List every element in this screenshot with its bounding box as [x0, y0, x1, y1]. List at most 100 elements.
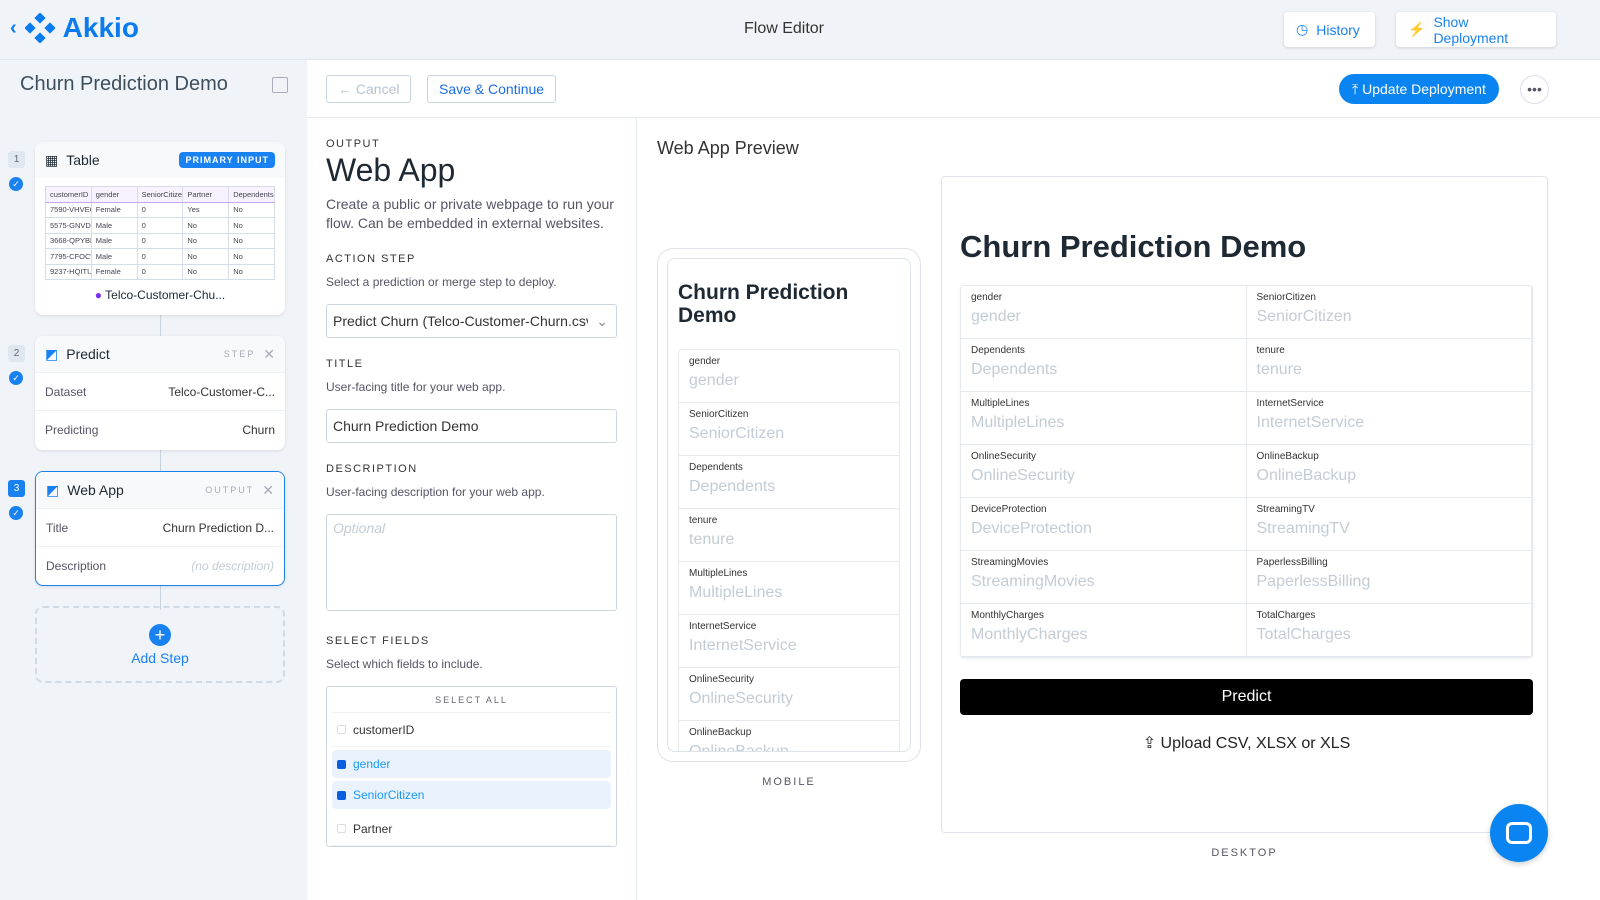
field-name: Partner: [353, 821, 393, 836]
form-intro: Create a public or private webpage to ru…: [326, 196, 614, 231]
field-label: TotalCharges: [1256, 610, 1316, 621]
field-checkbox-row[interactable]: gender: [332, 750, 611, 778]
form-heading: Web App: [326, 152, 456, 188]
action-step-select[interactable]: Predict Churn (Telco-Customer-Churn.csv)…: [326, 304, 617, 338]
cancel-button[interactable]: ← Cancel: [326, 75, 412, 103]
field-checkbox-row[interactable]: SeniorCitizen: [332, 781, 611, 809]
table-cell: No: [182, 217, 230, 234]
field-placeholder: MonthlyCharges: [971, 626, 1088, 643]
clock-icon: ◷: [1296, 21, 1309, 37]
card-row: Dataset Telco-Customer-C...: [35, 372, 285, 410]
table-cell: 7795-CFOCW: [45, 248, 92, 265]
preview-field[interactable]: OnlineBackup OnlineBackup: [679, 721, 899, 751]
flow-connector: [160, 310, 161, 610]
chevron-down-icon: ⌄: [588, 305, 616, 337]
checkbox[interactable]: [337, 759, 346, 769]
predict-button[interactable]: Predict: [960, 679, 1533, 715]
preview-field[interactable]: Dependents Dependents: [961, 339, 1247, 392]
preview-field[interactable]: SeniorCitizen SeniorCitizen: [1246, 286, 1532, 339]
description-textarea[interactable]: Optional: [326, 514, 617, 611]
field-placeholder: tenure: [1256, 361, 1302, 378]
output-tag: OUTPUT: [205, 485, 255, 495]
preview-field[interactable]: InternetService InternetService: [1246, 392, 1532, 445]
field-placeholder: StreamingMovies: [971, 573, 1095, 590]
preview-field[interactable]: MultipleLines MultipleLines: [679, 562, 899, 615]
preview-field[interactable]: tenure tenure: [679, 509, 899, 562]
table-cell: No: [228, 248, 275, 265]
lightning-icon: ⚡: [1408, 21, 1426, 37]
field-label: MultipleLines: [689, 568, 748, 579]
back-chevron-icon[interactable]: ‹: [10, 16, 17, 39]
preview-field[interactable]: MultipleLines MultipleLines: [961, 392, 1247, 445]
checkbox[interactable]: [337, 790, 346, 800]
field-name: SeniorCitizen: [353, 788, 425, 802]
table-cell: SeniorCitizen: [136, 186, 184, 203]
field-label: MultipleLines: [971, 398, 1030, 409]
preview-field[interactable]: gender gender: [679, 350, 899, 403]
mobile-preview: Churn Prediction Demo gender gender Senior…: [657, 248, 921, 762]
title-input[interactable]: Churn Prediction Demo: [326, 409, 617, 443]
field-placeholder: gender: [689, 372, 739, 389]
field-name: customerID: [353, 722, 415, 737]
save-continue-button[interactable]: Save & Continue: [427, 75, 557, 103]
table-row: 5575-GNVDE Male 0 No No: [45, 217, 275, 234]
desktop-app-title: Churn Prediction Demo: [960, 229, 1307, 264]
preview-field[interactable]: StreamingMovies StreamingMovies: [961, 551, 1247, 604]
checkbox[interactable]: [337, 725, 346, 734]
select-all-button[interactable]: SELECT ALL: [332, 687, 611, 713]
settings-form: OUTPUT Web App Create a public or privat…: [307, 118, 637, 900]
field-label: gender: [971, 292, 1003, 303]
preview-field[interactable]: Dependents Dependents: [679, 456, 899, 509]
checkbox[interactable]: [337, 824, 346, 833]
table-row: 7590-VHVEG Female 0 Yes No: [45, 201, 275, 218]
preview-field[interactable]: TotalCharges TotalCharges: [1246, 604, 1532, 657]
preview-field[interactable]: gender gender: [961, 286, 1247, 339]
preview-field[interactable]: SeniorCitizen SeniorCitizen: [679, 403, 899, 456]
select-fields-label: SELECT FIELDS: [326, 635, 430, 647]
select-fields-help: Select which fields to include.: [326, 657, 483, 671]
upload-button[interactable]: ⇪ Upload CSV, XLSX or XLS: [960, 733, 1533, 753]
data-preview-table: customerID gender SeniorCitizen Partner Depe…: [45, 186, 275, 280]
preview-field[interactable]: OnlineSecurity OnlineSecurity: [679, 668, 899, 721]
table-cell: No: [228, 201, 275, 218]
field-placeholder: MultipleLines: [971, 414, 1065, 431]
logo[interactable]: ‹ Akkio: [10, 12, 139, 44]
field-label: Dependents: [689, 462, 743, 473]
preview-field[interactable]: PaperlessBilling PaperlessBilling: [1246, 551, 1532, 604]
upload-label: Upload CSV, XLSX or XLS: [1160, 735, 1351, 752]
close-icon[interactable]: ✕: [262, 481, 274, 498]
dataset-name: ● Telco-Customer-Chu...: [94, 288, 226, 302]
close-icon[interactable]: ✕: [263, 345, 275, 362]
preview-field[interactable]: InternetService InternetService: [679, 615, 899, 668]
add-step-button[interactable]: + Add Step: [35, 606, 285, 683]
preview-field[interactable]: DeviceProtection DeviceProtection: [961, 498, 1247, 551]
overline: OUTPUT: [326, 138, 381, 150]
field-checkbox-row[interactable]: customerID: [332, 713, 611, 747]
field-checkbox-row[interactable]: Partner: [332, 812, 611, 846]
webapp-card[interactable]: ◩ Web App OUTPUT ✕ Title Churn Prediction D.…: [35, 471, 285, 586]
preview-field[interactable]: tenure tenure: [1246, 339, 1532, 392]
field-placeholder: OnlineSecurity: [689, 690, 794, 707]
table-cell: Yes: [182, 201, 230, 218]
preview-field[interactable]: MonthlyCharges MonthlyCharges: [961, 604, 1247, 657]
update-deployment-button[interactable]: ⤒ Update Deployment: [1339, 74, 1499, 104]
table-icon: ▦: [45, 151, 59, 168]
table-cell: Male: [90, 248, 138, 265]
dataset-label: Telco-Customer-Chu...: [105, 288, 226, 302]
table-cell: customerID: [45, 186, 92, 203]
more-options-icon[interactable]: •••: [1520, 75, 1549, 104]
preview-field[interactable]: StreamingTV StreamingTV: [1246, 498, 1532, 551]
table-card[interactable]: ▦ Table PRIMARY INPUT customerID gender Seni…: [35, 142, 285, 315]
history-button[interactable]: ◷ History: [1284, 12, 1375, 47]
preview-field[interactable]: OnlineSecurity OnlineSecurity: [961, 445, 1247, 498]
step-tag: STEP: [223, 349, 256, 359]
show-deployment-button[interactable]: ⚡ Show Deployment: [1396, 12, 1556, 47]
field-label: SeniorCitizen: [689, 409, 749, 420]
predict-card[interactable]: ◩ Predict STEP ✕ Dataset Telco-Customer-C...…: [35, 336, 285, 450]
chat-widget-button[interactable]: [1490, 804, 1548, 862]
field-label: SeniorCitizen: [1256, 292, 1316, 303]
preview-field[interactable]: OnlineBackup OnlineBackup: [1246, 445, 1532, 498]
edit-icon[interactable]: [272, 77, 288, 93]
table-cell: 3668-QPYBK: [45, 232, 92, 249]
field-placeholder: SeniorCitizen: [689, 425, 785, 442]
